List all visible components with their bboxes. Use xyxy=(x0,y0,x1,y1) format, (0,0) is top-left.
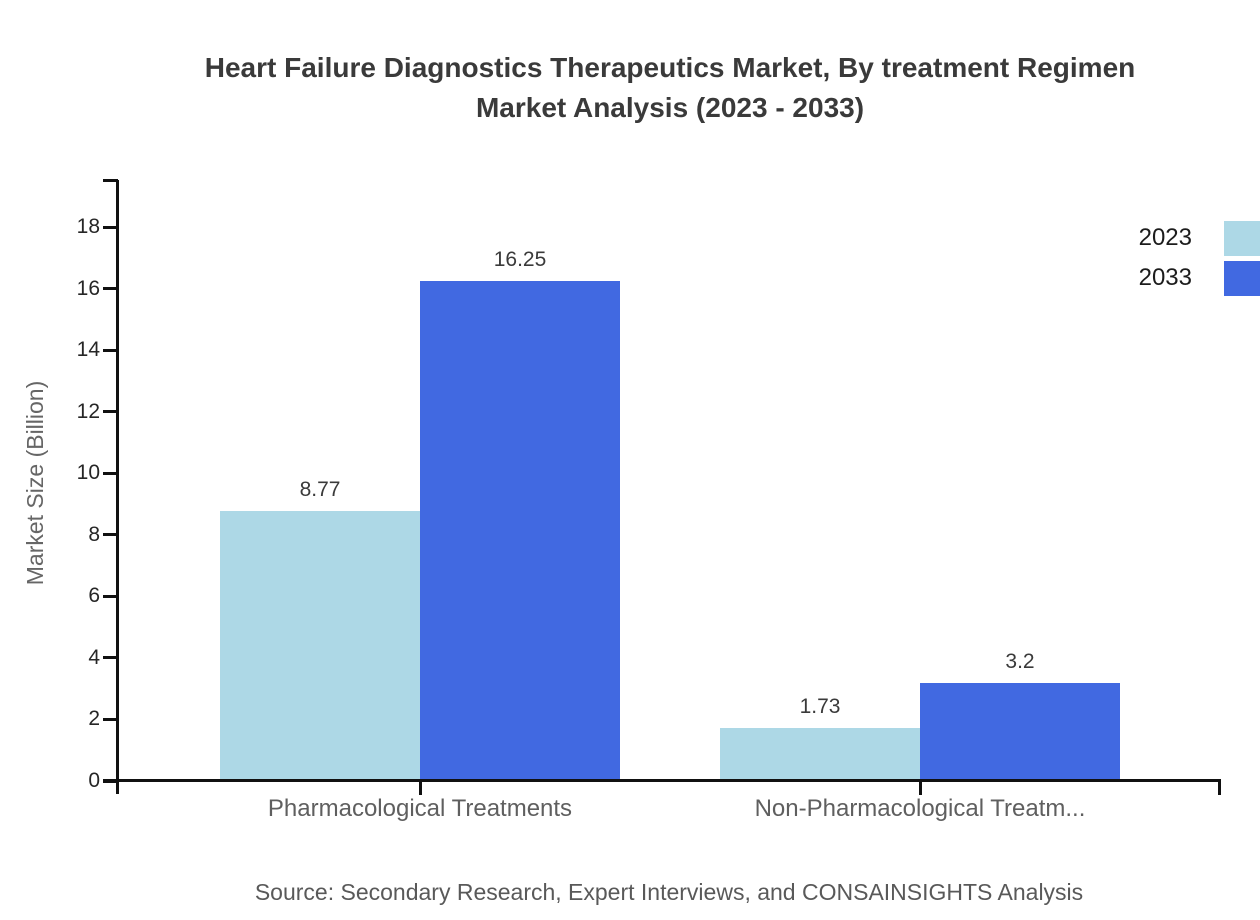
y-tick-label: 0 xyxy=(88,769,100,792)
y-tick xyxy=(103,594,118,598)
y-tick-label: 8 xyxy=(88,522,100,546)
legend-label-2033: 2033 xyxy=(1138,264,1192,291)
chart-title-line1: Heart Failure Diagnostics Therapeutics M… xyxy=(204,52,1136,83)
y-tick-label: 12 xyxy=(76,399,100,423)
source-caption: Source: Secondary Research, Expert Inter… xyxy=(254,879,1084,905)
y-tick xyxy=(103,410,118,414)
y-axis-line xyxy=(116,180,119,794)
y-tick xyxy=(103,348,118,352)
x-tick xyxy=(418,781,422,795)
y-tick-label: 2 xyxy=(88,707,100,731)
x-axis-line xyxy=(103,779,1221,782)
y-tick xyxy=(103,656,118,660)
y-tick xyxy=(103,717,118,721)
y-tick xyxy=(103,225,118,229)
legend-label-2023: 2023 xyxy=(1138,224,1192,251)
legend-swatch-2023 xyxy=(1224,221,1260,256)
bar-value-label: 3.2 xyxy=(1005,649,1035,673)
legend-swatch-2033 xyxy=(1224,261,1260,296)
bar-2033-category-1 xyxy=(920,682,1120,781)
x-category-label: Non-Pharmacological Treatm... xyxy=(754,795,1086,822)
y-tick xyxy=(103,533,118,537)
x-tick xyxy=(918,781,922,795)
y-tick xyxy=(103,287,118,291)
y-tick-label: 10 xyxy=(76,461,100,485)
x-axis-end-tick xyxy=(1218,781,1221,795)
bar-value-label: 8.77 xyxy=(299,478,341,502)
y-tick-label: 18 xyxy=(76,215,100,238)
bar-value-label: 16.25 xyxy=(493,247,547,271)
y-tick xyxy=(103,779,118,783)
x-category-label: Pharmacological Treatments xyxy=(267,795,573,822)
bar-2033-category-0 xyxy=(420,280,620,781)
y-axis-top-tick xyxy=(103,179,118,182)
y-tick-label: 14 xyxy=(76,338,100,362)
y-tick-label: 4 xyxy=(88,645,100,669)
bar-2023-category-1 xyxy=(720,727,920,781)
chart-title: Heart Failure Diagnostics Therapeutics M… xyxy=(115,48,1225,128)
y-tick xyxy=(103,471,118,475)
chart-title-line2: Market Analysis (2023 - 2033) xyxy=(475,92,865,123)
bar-2023-category-0 xyxy=(220,511,420,781)
y-tick-label: 6 xyxy=(88,584,100,608)
bar-value-label: 1.73 xyxy=(799,694,841,718)
y-tick-label: 16 xyxy=(76,276,100,300)
